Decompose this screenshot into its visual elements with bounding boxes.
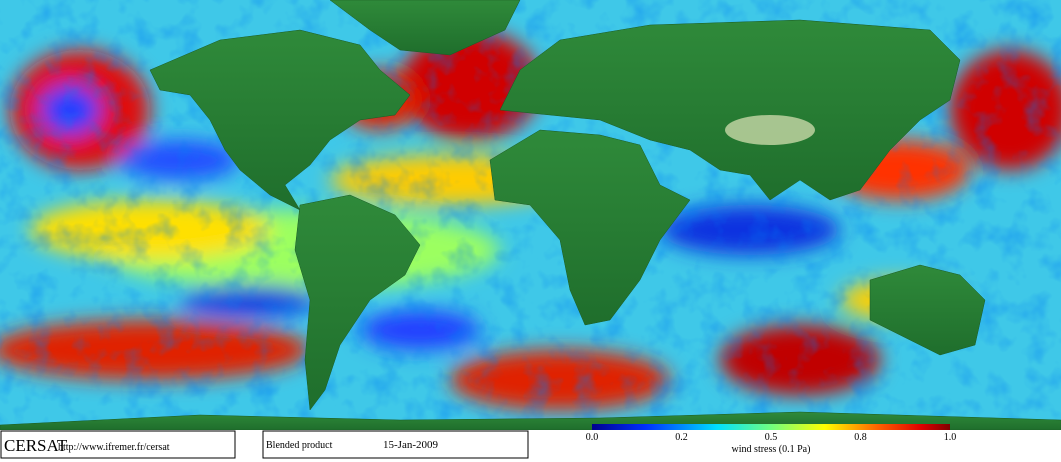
logo-box: [0, 430, 236, 459]
date: 15-Jan-2009: [383, 439, 438, 451]
africa: [489, 129, 691, 326]
url: http://www.ifremer.fr/cersat: [58, 442, 170, 453]
australia: [869, 264, 986, 356]
product-box: [262, 430, 529, 459]
colorbar: [592, 424, 950, 430]
continents: [0, 0, 1061, 430]
colorbar-label: 0.0: [586, 432, 599, 443]
colorbar-label: 0.8: [854, 432, 867, 443]
colorbar-label: 0.2: [675, 432, 688, 443]
colorbar-label: 0.5: [765, 432, 778, 443]
plateau: [725, 115, 815, 145]
north-america: [149, 29, 411, 211]
colorbar-title: wind stress (0.1 Pa): [732, 444, 811, 455]
eurasia: [499, 19, 961, 201]
product: Blended product: [266, 440, 333, 451]
greenland: [329, 0, 521, 56]
logo: CERSAT: [4, 436, 68, 455]
map-area: [0, 0, 1061, 430]
colorbar-label: 1.0: [944, 432, 957, 443]
south-america: [294, 194, 421, 411]
colorbar-labels: 0.0 0.2 0.5 0.8 1.0: [586, 432, 957, 443]
